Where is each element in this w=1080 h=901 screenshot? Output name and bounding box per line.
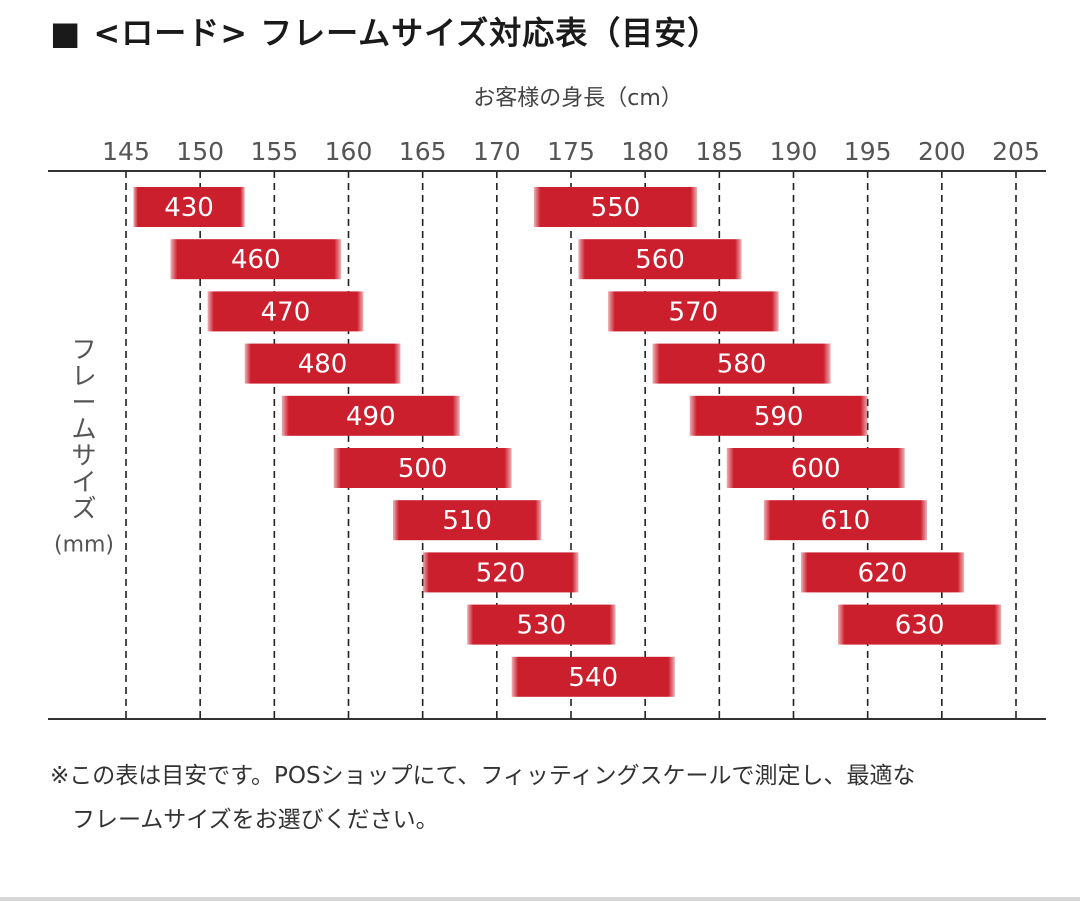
frame-size-chart: お客様の身長（cm） 145 150 155 160 165 170 175 180 185 19… (48, 86, 1046, 720)
x-tick-label: 200 (918, 137, 966, 166)
size-bar-label: 600 (791, 454, 841, 484)
y-axis-label-char: レ (71, 362, 96, 391)
size-bar-label: 510 (442, 506, 492, 536)
size-bar-label: 480 (298, 350, 348, 380)
note-line-2: フレームサイズをお選びください。 (72, 807, 439, 833)
size-range-bar-620 (800, 552, 965, 593)
size-range-bar-520 (422, 552, 579, 593)
x-tick-label: 175 (547, 137, 595, 166)
y-axis-label-char: サ (71, 441, 96, 470)
x-tick-label: 150 (176, 137, 224, 166)
size-range-bar-530 (467, 604, 616, 645)
size-bar-label: 540 (568, 663, 618, 693)
x-tick-label: 155 (250, 137, 298, 166)
size-bar-label: 530 (517, 611, 567, 641)
size-range-bar-470 (207, 291, 364, 332)
y-axis-unit: (mm) (54, 533, 114, 558)
size-range-bar-510 (393, 500, 542, 541)
size-range-bar-600 (726, 448, 905, 488)
size-range-bar-540 (511, 656, 675, 697)
y-axis-label-char: フ (71, 335, 96, 364)
size-range-bar-500 (333, 448, 512, 488)
x-tick-label: 160 (325, 137, 373, 166)
size-range-bar-430 (133, 187, 245, 227)
size-range-bar-580 (652, 343, 831, 384)
y-axis-label-char: ム (71, 415, 96, 444)
size-bar-label: 580 (717, 350, 767, 380)
size-range-bar-460 (170, 239, 342, 280)
size-range-bar-630 (838, 604, 1002, 645)
x-tick-label: 165 (399, 137, 447, 166)
size-range-bar-560 (578, 239, 742, 280)
page-title: ■ <ロード> フレームサイズ対応表（目安） (50, 14, 721, 52)
x-axis-label: お客様の身長（cm） (473, 86, 683, 111)
size-range-bar-610 (763, 500, 927, 541)
size-range-bar-550 (533, 187, 698, 227)
size-bar-label: 500 (398, 454, 448, 484)
size-range-bar-480 (244, 343, 401, 384)
note-line-1: ※この表は目安です。POSショップにて、フィッティングスケールで測定し、最適な (50, 763, 916, 789)
x-tick-label: 190 (770, 137, 818, 166)
size-bar-label: 550 (591, 193, 641, 223)
y-axis-label-char: イ (71, 468, 96, 497)
size-bar-label: 490 (346, 402, 396, 432)
size-bar-label: 430 (164, 193, 214, 223)
y-axis-label-char: ズ (71, 494, 96, 523)
x-tick-label: 180 (621, 137, 669, 166)
size-bar-label: 630 (895, 611, 945, 641)
size-bar-label: 610 (821, 506, 871, 536)
x-tick-label: 170 (473, 137, 521, 166)
size-range-bar-490 (281, 395, 460, 436)
bottom-divider (0, 897, 1080, 901)
size-bar-label: 560 (635, 245, 685, 275)
size-range-bar-570 (608, 291, 779, 332)
x-tick-label: 205 (992, 137, 1040, 166)
size-bar-label: 620 (858, 558, 908, 588)
y-axis-label-char: ー (71, 388, 96, 417)
size-bar-label: 470 (261, 297, 311, 327)
size-bar-label: 460 (231, 245, 281, 275)
size-bar-label: 570 (669, 297, 719, 327)
size-bar-label: 590 (754, 402, 804, 432)
x-tick-label: 185 (695, 137, 743, 166)
size-range-bar-590 (689, 395, 868, 436)
x-tick-label: 145 (102, 137, 150, 166)
size-bar-label: 520 (476, 558, 526, 588)
x-tick-label: 195 (844, 137, 892, 166)
